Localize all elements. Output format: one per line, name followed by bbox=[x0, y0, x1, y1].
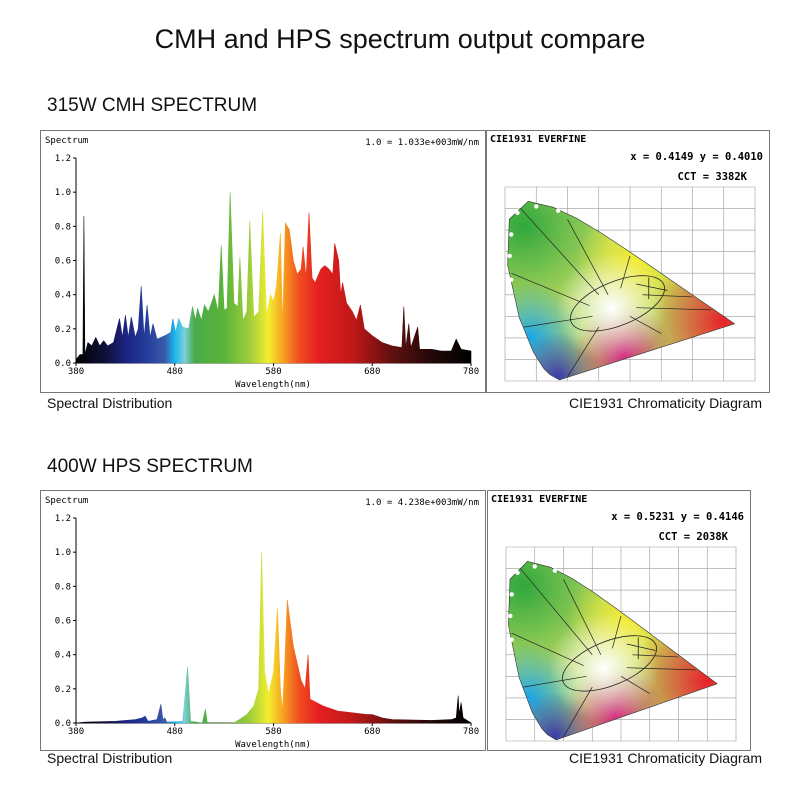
region-boundary bbox=[511, 272, 590, 306]
x-tick-label: 480 bbox=[167, 727, 183, 737]
marker-dot bbox=[515, 210, 520, 216]
hps-left-caption: Spectral Distribution bbox=[47, 750, 173, 766]
planckian-locus-marker bbox=[626, 637, 656, 660]
marker-dot bbox=[552, 568, 558, 573]
spectrum-plot: Spectrum 1.0 = 4.238e+003mW/nm Wavelength(… bbox=[45, 496, 479, 750]
x-tick-label: 680 bbox=[364, 367, 380, 377]
color-region bbox=[556, 252, 667, 363]
y-tick-label: 0.0 bbox=[55, 719, 71, 729]
region-boundary bbox=[563, 686, 593, 737]
marker-dot bbox=[555, 208, 561, 213]
chromaticity-coordinates: x = 0.4149 y = 0.4010 bbox=[630, 151, 763, 163]
region-boundary bbox=[620, 255, 631, 289]
cmh-right-caption: CIE1931 Chromaticity Diagram bbox=[569, 395, 762, 411]
region-boundary bbox=[632, 654, 679, 658]
y-tick-label: 0.0 bbox=[55, 359, 71, 369]
white-region-outline bbox=[570, 275, 665, 332]
x-tick-label: 580 bbox=[265, 367, 281, 377]
hps-cie-diagram: CIE1931 EVERFINE x = 0.5231 y = 0.4146 CCT… bbox=[487, 490, 751, 751]
marker-dot bbox=[509, 592, 514, 597]
region-boundary bbox=[567, 326, 600, 377]
hps-spectrum-chart: Spectrum 1.0 = 4.238e+003mW/nm Wavelength(… bbox=[40, 490, 486, 751]
color-region bbox=[507, 201, 614, 316]
marker-dot bbox=[508, 613, 513, 619]
region-boundary bbox=[520, 568, 593, 656]
cie-plot: CIE1931 EVERFINE x = 0.4149 y = 0.4010 CCT… bbox=[490, 134, 763, 382]
y-tick-label: 0.4 bbox=[55, 651, 71, 661]
y-axis-label: Spectrum bbox=[45, 496, 88, 506]
y-axis-label: Spectrum bbox=[45, 136, 88, 146]
y-tick-label: 0.8 bbox=[55, 582, 71, 592]
y-tick-label: 0.4 bbox=[55, 291, 71, 301]
region-boundary bbox=[642, 294, 693, 298]
x-tick-label: 780 bbox=[463, 367, 479, 377]
region-boundary bbox=[629, 316, 662, 334]
y-tick-label: 1.2 bbox=[55, 514, 71, 524]
marker-dot bbox=[509, 637, 514, 642]
marker-dot bbox=[509, 277, 514, 282]
marker-dot bbox=[532, 564, 537, 569]
region-boundary bbox=[567, 219, 609, 295]
cmh-heading: 315W CMH SPECTRUM bbox=[47, 95, 258, 116]
scale-note: 1.0 = 1.033e+003mW/nm bbox=[365, 138, 479, 148]
marker-dot bbox=[507, 253, 512, 259]
y-tick-label: 1.0 bbox=[55, 548, 71, 558]
scale-note: 1.0 = 4.238e+003mW/nm bbox=[365, 498, 479, 508]
cmh-left-caption: Spectral Distribution bbox=[47, 395, 173, 411]
color-region bbox=[648, 245, 735, 380]
spectral-locus bbox=[507, 200, 736, 381]
y-tick-label: 0.6 bbox=[55, 617, 71, 627]
marker-dot bbox=[515, 570, 520, 576]
cct-value: CCT = 2038K bbox=[658, 531, 728, 543]
x-tick-label: 580 bbox=[265, 727, 281, 737]
x-tick-label: 480 bbox=[167, 367, 183, 377]
y-tick-label: 1.2 bbox=[55, 154, 71, 164]
hps-right-caption: CIE1931 Chromaticity Diagram bbox=[569, 750, 762, 766]
cct-value: CCT = 3382K bbox=[677, 171, 747, 183]
x-tick-label: 380 bbox=[68, 727, 84, 737]
y-tick-label: 0.2 bbox=[55, 685, 71, 695]
planckian-locus-marker bbox=[636, 277, 668, 300]
region-boundary bbox=[523, 315, 593, 328]
region-boundary bbox=[520, 208, 600, 296]
y-tick-label: 0.8 bbox=[55, 222, 71, 232]
x-tick-label: 380 bbox=[68, 367, 84, 377]
x-tick-label: 780 bbox=[463, 727, 479, 737]
chromaticity-coordinates: x = 0.5231 y = 0.4146 bbox=[611, 511, 744, 523]
region-boundary bbox=[523, 675, 587, 688]
x-tick-label: 680 bbox=[364, 727, 380, 737]
page-title: CMH and HPS spectrum output compare bbox=[154, 24, 646, 54]
cmh-cie-diagram: CIE1931 EVERFINE x = 0.4149 y = 0.4010 CCT… bbox=[486, 130, 770, 393]
color-region bbox=[548, 612, 659, 723]
spectral-locus bbox=[508, 560, 718, 741]
region-boundary bbox=[563, 579, 602, 655]
y-tick-label: 1.0 bbox=[55, 188, 71, 198]
y-tick-label: 0.6 bbox=[55, 257, 71, 267]
marker-dot bbox=[509, 232, 514, 237]
region-boundary bbox=[636, 307, 712, 311]
hps-heading: 400W HPS SPECTRUM bbox=[47, 456, 253, 477]
cmh-spectrum-chart: Spectrum 1.0 = 1.033e+003mW/nm Wavelength(… bbox=[40, 130, 486, 393]
region-boundary bbox=[626, 667, 696, 671]
region-boundary bbox=[612, 615, 622, 649]
cie-header: CIE1931 EVERFINE bbox=[491, 494, 587, 505]
cie-header: CIE1931 EVERFINE bbox=[490, 134, 586, 145]
y-tick-label: 0.2 bbox=[55, 325, 71, 335]
marker-dot bbox=[534, 204, 539, 209]
spectrum-area bbox=[75, 192, 472, 364]
region-boundary bbox=[511, 632, 584, 666]
spectrum-plot: Spectrum 1.0 = 1.033e+003mW/nm Wavelength(… bbox=[45, 136, 479, 390]
cie-plot: CIE1931 EVERFINE x = 0.5231 y = 0.4146 CCT… bbox=[491, 494, 744, 742]
region-boundary bbox=[620, 676, 650, 694]
x-axis-label: Wavelength(nm) bbox=[235, 380, 311, 390]
white-region-outline bbox=[562, 635, 657, 692]
chromaticity-horseshoe bbox=[508, 561, 718, 740]
x-axis-label: Wavelength(nm) bbox=[235, 740, 311, 750]
spectrum-area bbox=[75, 552, 473, 724]
